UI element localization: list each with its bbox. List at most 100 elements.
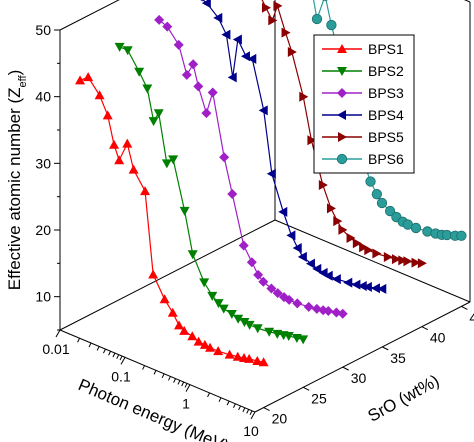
series-bps1 [75, 72, 269, 367]
data-point [303, 301, 314, 312]
x-minor-tick [232, 403, 236, 408]
data-point [272, 288, 283, 299]
data-point [403, 256, 413, 267]
x-minor-tick [242, 407, 246, 412]
data-point [264, 327, 275, 337]
data-point [258, 276, 269, 287]
data-point [371, 189, 382, 200]
data-point [179, 325, 190, 335]
legend-marker [337, 110, 346, 120]
data-point [411, 257, 421, 268]
x-minor-tick [173, 378, 177, 383]
data-point [226, 310, 237, 320]
data-point [239, 318, 250, 328]
data-point [114, 155, 125, 165]
data-point [258, 105, 268, 116]
data-point [140, 186, 151, 196]
data-point [205, 342, 216, 352]
data-point [305, 258, 315, 269]
back-wall-top-edge [463, 0, 471, 3]
data-point [331, 274, 341, 285]
data-point [200, 0, 203, 2]
x-tick-label: 0.01 [42, 341, 69, 357]
data-point [75, 75, 86, 85]
data-point [326, 19, 337, 31]
y-tick-label: 45 [469, 309, 474, 325]
data-point [286, 230, 296, 241]
z-tick-label: 10 [35, 289, 51, 305]
floor-front-edge [59, 329, 256, 413]
data-point [179, 206, 190, 216]
data-point [218, 304, 229, 314]
x-minor-tick [116, 354, 120, 359]
z-tick-label: 30 [35, 155, 51, 171]
data-point [173, 39, 184, 50]
data-point [109, 139, 120, 149]
legend-label: BPS1 [368, 41, 404, 57]
data-point [338, 224, 348, 235]
data-point [232, 34, 242, 45]
data-point [233, 314, 244, 324]
legend: BPS1 BPS2 BPS3 BPS4 BPS5 BPS6 [313, 34, 415, 174]
x-minor-tick [177, 380, 181, 385]
y-tick-label: 40 [430, 330, 446, 346]
y-tick-mark [263, 407, 270, 412]
y-tick-label: 30 [351, 370, 367, 386]
data-point [268, 15, 278, 26]
data-point [391, 254, 401, 265]
data-point [83, 72, 94, 82]
legend-item-bps1: BPS1 [322, 41, 404, 57]
z-tick-label: 40 [35, 89, 51, 105]
z-tick-label: 50 [35, 22, 51, 38]
data-point [201, 0, 211, 9]
data-point [148, 117, 159, 127]
x-minor-tick [181, 381, 185, 387]
y-tick-mark [461, 305, 468, 310]
legend-label: BPS2 [368, 63, 404, 79]
data-point [238, 240, 249, 251]
data-point [261, 2, 271, 13]
data-point [283, 331, 294, 341]
data-point [312, 263, 322, 274]
data-point [351, 279, 361, 290]
data-point [162, 21, 173, 32]
data-point [337, 308, 348, 319]
legend-marker [337, 67, 347, 76]
y-tick-mark [382, 346, 389, 351]
data-point [148, 269, 159, 279]
z-tick-label: 20 [35, 222, 51, 238]
data-point [122, 138, 133, 148]
data-point [187, 250, 198, 260]
data-point [383, 252, 393, 263]
data-point [244, 353, 255, 363]
data-point [311, 13, 323, 25]
data-point [199, 278, 210, 288]
data-point [278, 206, 288, 217]
data-point [134, 67, 145, 77]
data-point [266, 168, 276, 179]
data-point [323, 270, 333, 281]
x-tick-label: 0.1 [111, 368, 131, 384]
data-point [410, 222, 422, 234]
data-point [193, 336, 204, 346]
data-point [161, 159, 172, 169]
data-point [281, 27, 291, 38]
data-point [213, 346, 224, 356]
data-point [376, 197, 388, 209]
data-point [252, 355, 263, 365]
legend-label: BPS3 [368, 85, 404, 101]
legend-item-bps2: BPS2 [322, 63, 404, 79]
data-point [174, 320, 185, 330]
data-point [287, 46, 297, 57]
data-point [187, 331, 198, 341]
data-point [142, 84, 153, 94]
legend-marker [337, 88, 347, 98]
data-point [252, 324, 263, 334]
legend-item-bps3: BPS3 [322, 85, 404, 101]
data-point [398, 255, 408, 266]
data-point [213, 12, 223, 23]
y-tick-label: 35 [390, 350, 406, 366]
y-tick-mark [421, 326, 429, 331]
x-minor-tick [246, 409, 250, 414]
